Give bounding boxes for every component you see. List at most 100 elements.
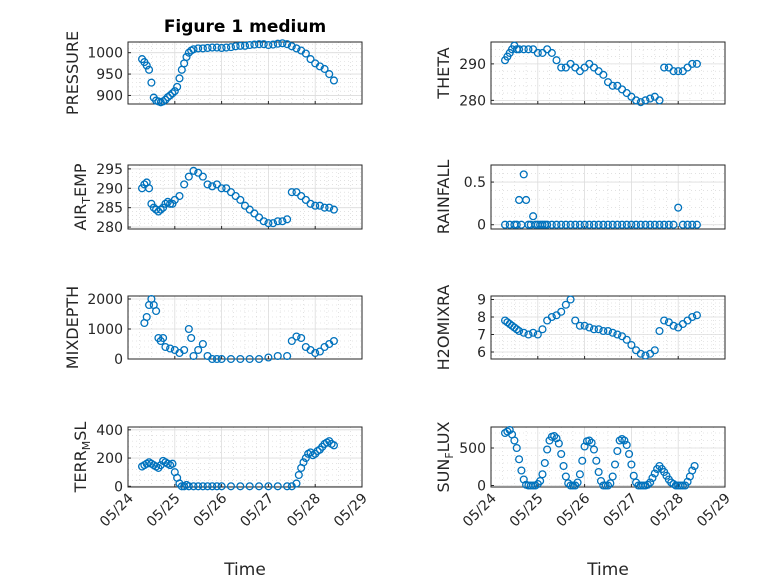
panel-1-data-point <box>301 49 310 58</box>
panel-2-data-point <box>669 67 678 76</box>
panel-7-data-point <box>329 441 338 450</box>
panel-3-data-point <box>140 180 149 189</box>
panel-1-data-point <box>173 82 182 91</box>
panel-4-data-point <box>632 220 641 229</box>
panel-1-data-point <box>175 74 184 83</box>
panel-5-data-point <box>264 353 273 362</box>
panel-2-data-point <box>557 63 566 72</box>
panel-7-data-point <box>299 458 308 467</box>
panel-3-data-point <box>175 191 184 201</box>
panel-6-data-point <box>669 321 678 330</box>
panel-1-data-point <box>320 64 329 73</box>
panel-3-data-point <box>217 184 226 193</box>
panel-6-y-tick-label: 9 <box>477 293 486 309</box>
panel-6-data-point <box>603 326 613 336</box>
panel-4-data-point <box>547 220 556 229</box>
panel-5-data-point <box>152 306 161 316</box>
panel-4-data-point <box>636 220 645 229</box>
panel-5-y-tick-label: 1000 <box>87 322 123 338</box>
panel-7-data-point <box>217 482 226 491</box>
panel-8-data-point <box>585 436 594 445</box>
panel-8-data-point <box>587 438 596 447</box>
panel-3-data-point <box>170 195 179 204</box>
panel-3-data-point <box>273 217 282 226</box>
panel-8-data-point <box>608 472 617 481</box>
panel-7-frame <box>127 426 363 488</box>
panel-6-data-point <box>636 349 645 358</box>
panel-8-x-axis-label: Time <box>586 560 629 580</box>
panel-3-data-point <box>156 205 165 214</box>
panel-6-data-point <box>538 325 547 334</box>
panel-2-data-point <box>632 96 641 105</box>
panel-6-data-point <box>566 295 575 304</box>
panel-6-data-point <box>512 325 521 334</box>
panel-5-series <box>140 294 338 364</box>
panel-1-y-tick-label: 1000 <box>87 46 123 62</box>
panel-6-y-tick-label: 7 <box>477 328 486 344</box>
panel-3-data-point <box>231 191 240 201</box>
panel-4-data-point <box>529 212 538 221</box>
panel-3-data-point <box>278 217 287 226</box>
panel-3-data-point <box>250 209 259 218</box>
panel-8-x-tick-label: 05/27 <box>600 491 640 531</box>
panel-8-data-point <box>690 461 699 471</box>
panel-6-data-point <box>650 346 659 355</box>
panel-4-data-point <box>571 220 580 229</box>
panel-3-data-point <box>145 184 154 193</box>
panel-4-data-point <box>664 220 673 229</box>
panel-7-data-point <box>208 482 217 491</box>
panel-1-data-point <box>198 44 207 53</box>
panel-5-data-point <box>245 354 254 364</box>
panel-1-data-point <box>240 41 250 50</box>
panel-2-plot: 280 290 THETA <box>434 41 726 109</box>
panel-8-data-point <box>540 458 549 468</box>
panel-1-data-point <box>189 45 198 54</box>
panel-7-data-point <box>212 482 221 491</box>
panel-5-data-point <box>226 354 236 364</box>
panel-3-data-point <box>325 203 334 212</box>
panel-1-data-point <box>259 40 268 49</box>
panel-1-data-point <box>217 43 226 53</box>
panel-8-data-point <box>603 481 613 490</box>
panel-6-data-point <box>580 321 589 330</box>
panel-3-data-point <box>283 215 292 224</box>
panel-8-data-point <box>529 481 538 490</box>
panel-7-data-point <box>203 482 212 491</box>
panel-3-data-point <box>184 172 193 181</box>
panel-4-data-point <box>519 170 528 179</box>
panel-4-data-point <box>594 220 603 229</box>
panel-5-data-point <box>187 333 196 343</box>
panel-1-data-point <box>306 55 315 64</box>
panel-8-data-point <box>554 439 563 448</box>
panel-4-data-point <box>538 220 547 229</box>
panel-1-data-point <box>287 42 296 51</box>
panel-5-data-point <box>329 336 338 346</box>
panel-3-data-point <box>222 184 231 193</box>
panel-1-data-point <box>250 40 259 49</box>
figure-title: Figure 1 medium <box>164 17 326 37</box>
panel-5-data-point <box>292 332 301 341</box>
panel-6-y-axis-label: H2OMIXRA <box>434 285 453 371</box>
panel-5-data-point <box>254 354 264 364</box>
panel-4-data-point <box>566 220 575 229</box>
panel-7-data-point <box>184 482 193 491</box>
panel-6-data-point <box>524 330 533 339</box>
panel-8-data-point <box>559 461 568 471</box>
panel-6-data-point <box>594 325 603 334</box>
panel-1-data-point <box>203 43 212 53</box>
panel-5-data-point <box>166 344 175 353</box>
panel-3-data-point <box>254 213 264 222</box>
panel-1-data-point <box>278 39 287 48</box>
panel-3-y-tick-label: 280 <box>96 220 123 236</box>
panel-6-data-point <box>585 323 594 332</box>
panel-8-data-point <box>676 481 685 490</box>
panel-6-data-point <box>515 326 524 336</box>
panel-3-data-point <box>269 219 278 228</box>
panel-3-data-point <box>212 180 221 189</box>
panel-8-data-point <box>601 481 610 490</box>
panel-4-data-point <box>650 220 659 229</box>
panel-6-data-point <box>627 340 636 350</box>
